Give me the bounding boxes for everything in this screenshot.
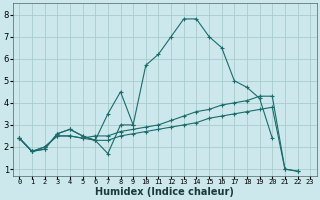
X-axis label: Humidex (Indice chaleur): Humidex (Indice chaleur) <box>95 187 234 197</box>
